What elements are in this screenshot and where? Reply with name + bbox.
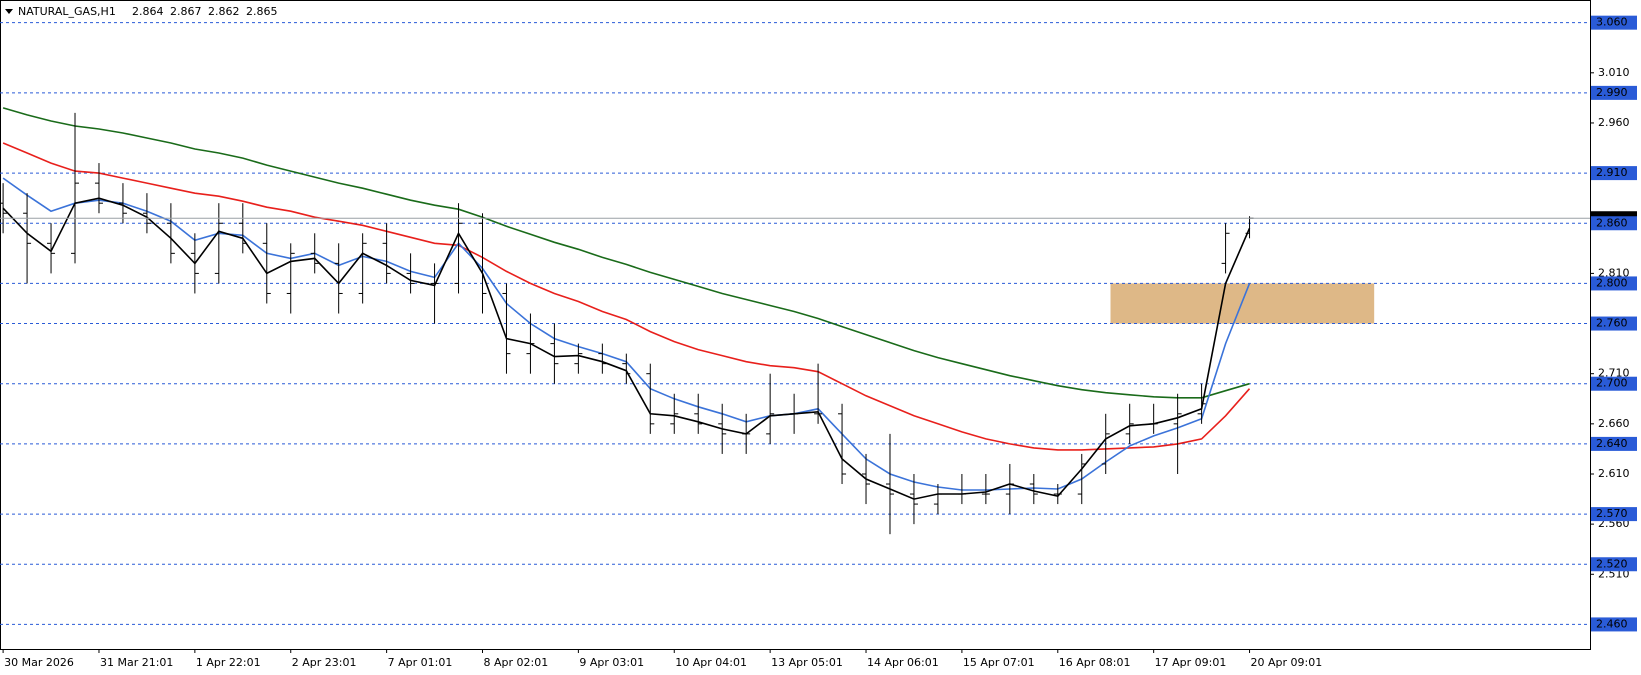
quote-open: 2.864 (132, 5, 164, 18)
level-box (1591, 85, 1637, 100)
menu-arrow[interactable] (5, 9, 13, 14)
x-tick-label: 17 Apr 09:01 (1155, 656, 1227, 669)
plot-frame (0, 0, 1591, 650)
moving-average (2, 177, 1251, 491)
x-tick-label: 7 Apr 01:01 (388, 656, 453, 669)
y-tick-label: 2.660 (1598, 417, 1630, 430)
quote-low: 2.862 (208, 5, 240, 18)
x-tick-label: 13 Apr 05:01 (771, 656, 843, 669)
level-box (1591, 316, 1637, 331)
x-tick-label: 9 Apr 03:01 (579, 656, 644, 669)
quote-high: 2.867 (170, 5, 202, 18)
x-tick-label: 15 Apr 07:01 (963, 656, 1035, 669)
y-tick-label: 2.610 (1598, 467, 1630, 480)
x-tick-label: 20 Apr 09:01 (1251, 656, 1323, 669)
x-tick-label: 30 Mar 2026 (4, 656, 74, 669)
level-box (1591, 276, 1637, 291)
level-label: 2.570 (1596, 507, 1628, 520)
y-tick-label: 2.960 (1598, 116, 1630, 129)
level-label: 2.640 (1596, 437, 1628, 450)
level-box (1591, 507, 1637, 522)
x-tick-label: 2 Apr 23:01 (292, 656, 357, 669)
level-label: 2.700 (1596, 377, 1628, 390)
level-label: 2.760 (1596, 317, 1628, 330)
level-label: 2.520 (1596, 557, 1628, 570)
level-label: 2.800 (1596, 276, 1628, 289)
symbol: NATURAL_GAS,H1 (18, 5, 116, 18)
x-tick-label: 16 Apr 08:01 (1059, 656, 1131, 669)
level-box (1591, 617, 1637, 632)
quote-close: 2.865 (246, 5, 278, 18)
x-tick-label: 14 Apr 06:01 (867, 656, 939, 669)
moving-average (2, 107, 1250, 399)
x-tick-label: 8 Apr 02:01 (484, 656, 549, 669)
level-label: 2.860 (1596, 216, 1628, 229)
level-box (1591, 557, 1637, 572)
level-label: 2.910 (1596, 166, 1628, 179)
level-box (1591, 166, 1637, 181)
level-box (1591, 15, 1637, 30)
moving-average (2, 197, 1251, 500)
level-label: 3.060 (1596, 16, 1628, 29)
y-tick-label: 3.010 (1598, 66, 1630, 79)
y-tick-label: 2.810 (1598, 266, 1630, 279)
x-tick-label: 10 Apr 04:01 (675, 656, 747, 669)
x-tick-label: 31 Mar 21:01 (100, 656, 173, 669)
level-box (1591, 436, 1637, 451)
level-label: 2.460 (1596, 617, 1628, 630)
y-tick-label: 2.710 (1598, 367, 1630, 380)
moving-average (2, 142, 1251, 451)
x-tick-label: 1 Apr 22:01 (196, 656, 261, 669)
level-label: 2.990 (1596, 86, 1628, 99)
level-box (1591, 216, 1637, 231)
level-box (1591, 376, 1637, 391)
